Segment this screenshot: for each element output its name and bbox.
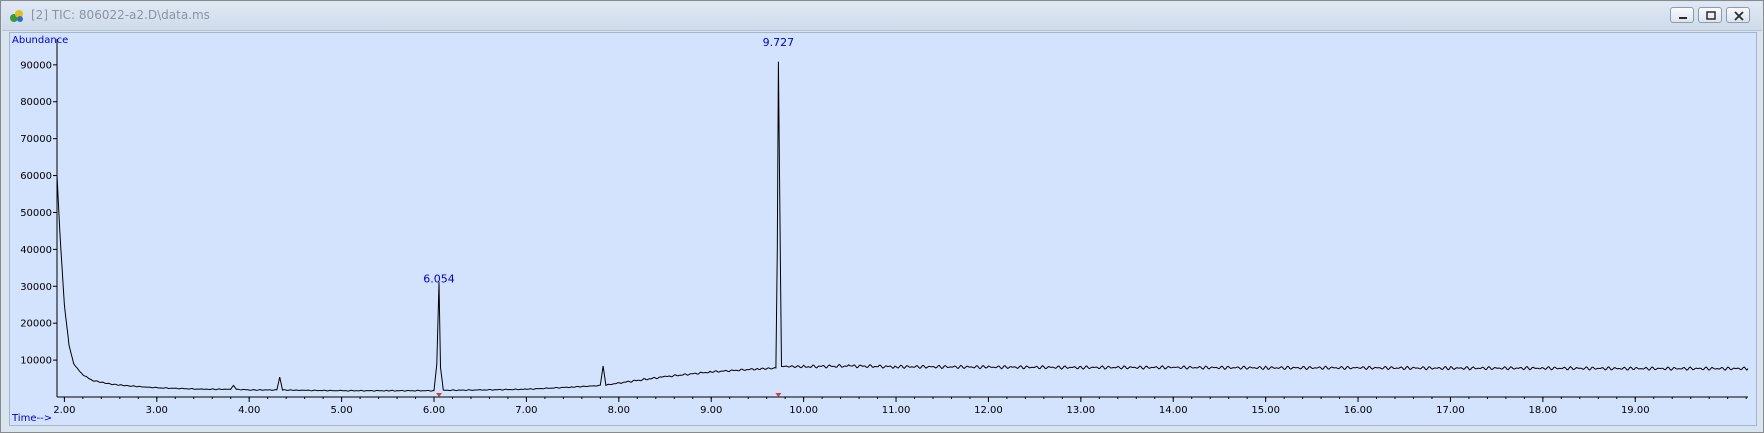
minimize-icon <box>1679 17 1687 19</box>
x-tick-label: 12.00 <box>974 405 1003 416</box>
series <box>56 61 1749 392</box>
x-tick-label: 3.00 <box>146 405 168 416</box>
x-tick-label: 15.00 <box>1251 405 1280 416</box>
chromatogram-chart[interactable]: 10000 20000 30000 40000 50000 60000 70000 80000… <box>10 33 1756 425</box>
y-tick-label: 30000 <box>20 282 52 293</box>
x-tick-label: 8.00 <box>608 405 630 416</box>
x-tick-label: 19.00 <box>1621 405 1650 416</box>
title-bar[interactable]: [2] TIC: 806022-a2.D\data.ms <box>2 2 1762 31</box>
x-tick-label: 4.00 <box>238 405 260 416</box>
integration-marker <box>775 393 782 397</box>
y-tick-label: 10000 <box>20 356 52 367</box>
axes <box>56 39 1748 398</box>
x-tick-label: 9.00 <box>700 405 722 416</box>
x-tick-label: 7.00 <box>515 405 537 416</box>
tic-trace <box>56 61 1749 392</box>
x-tick-label: 16.00 <box>1344 405 1373 416</box>
y-tick-label: 70000 <box>20 134 52 145</box>
window-title: [2] TIC: 806022-a2.D\data.ms <box>31 8 210 22</box>
y-tick-label: 90000 <box>20 60 52 71</box>
x-tick-label: 18.00 <box>1529 405 1558 416</box>
y-tick-label: 60000 <box>20 171 52 182</box>
close-icon <box>1734 11 1744 21</box>
y-tick-label: 20000 <box>20 319 52 330</box>
x-tick-label: 2.00 <box>53 405 75 416</box>
y-tick-label: 50000 <box>20 208 52 219</box>
x-tick-label: 6.00 <box>423 405 445 416</box>
y-axis-title: Abundance <box>12 35 68 46</box>
y-tick-label: 80000 <box>20 97 52 108</box>
x-tick-label: 11.00 <box>882 405 911 416</box>
y-tick-label: 40000 <box>20 245 52 256</box>
plot-area[interactable]: 10000 20000 30000 40000 50000 60000 70000 80000… <box>9 32 1757 426</box>
x-tick-label: 10.00 <box>789 405 818 416</box>
x-tick-label: 5.00 <box>330 405 352 416</box>
ticks: 10000 20000 30000 40000 50000 60000 70000 80000… <box>20 60 1747 416</box>
chemstation-app-icon <box>10 10 23 22</box>
integration-marker <box>435 393 442 397</box>
peak-label: 6.054 <box>423 272 455 285</box>
x-tick-label: 17.00 <box>1436 405 1465 416</box>
restore-button[interactable] <box>1698 7 1722 23</box>
x-tick-label: 13.00 <box>1067 405 1096 416</box>
x-tick-label: 14.00 <box>1159 405 1188 416</box>
labels: 6.054 9.727 <box>423 36 794 397</box>
x-axis-title: Time--> <box>11 413 52 424</box>
close-button[interactable] <box>1726 7 1750 23</box>
minimize-button[interactable] <box>1670 7 1694 23</box>
peak-label: 9.727 <box>763 36 795 49</box>
restore-icon <box>1706 11 1716 20</box>
